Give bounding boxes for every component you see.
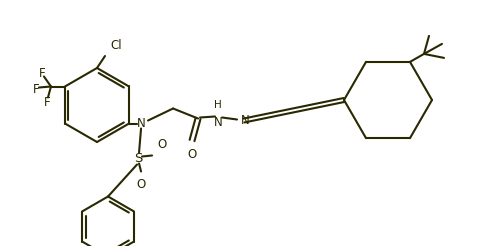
- Text: O: O: [187, 148, 197, 160]
- Text: S: S: [134, 152, 142, 165]
- Text: N: N: [136, 117, 145, 130]
- Text: N: N: [214, 117, 223, 129]
- Text: F: F: [39, 67, 45, 80]
- Text: F: F: [33, 83, 39, 96]
- Text: Cl: Cl: [110, 39, 122, 52]
- Text: F: F: [44, 96, 50, 109]
- Text: O: O: [136, 178, 146, 190]
- Text: O: O: [157, 138, 166, 152]
- Text: H: H: [214, 99, 222, 109]
- Text: N: N: [241, 114, 250, 127]
